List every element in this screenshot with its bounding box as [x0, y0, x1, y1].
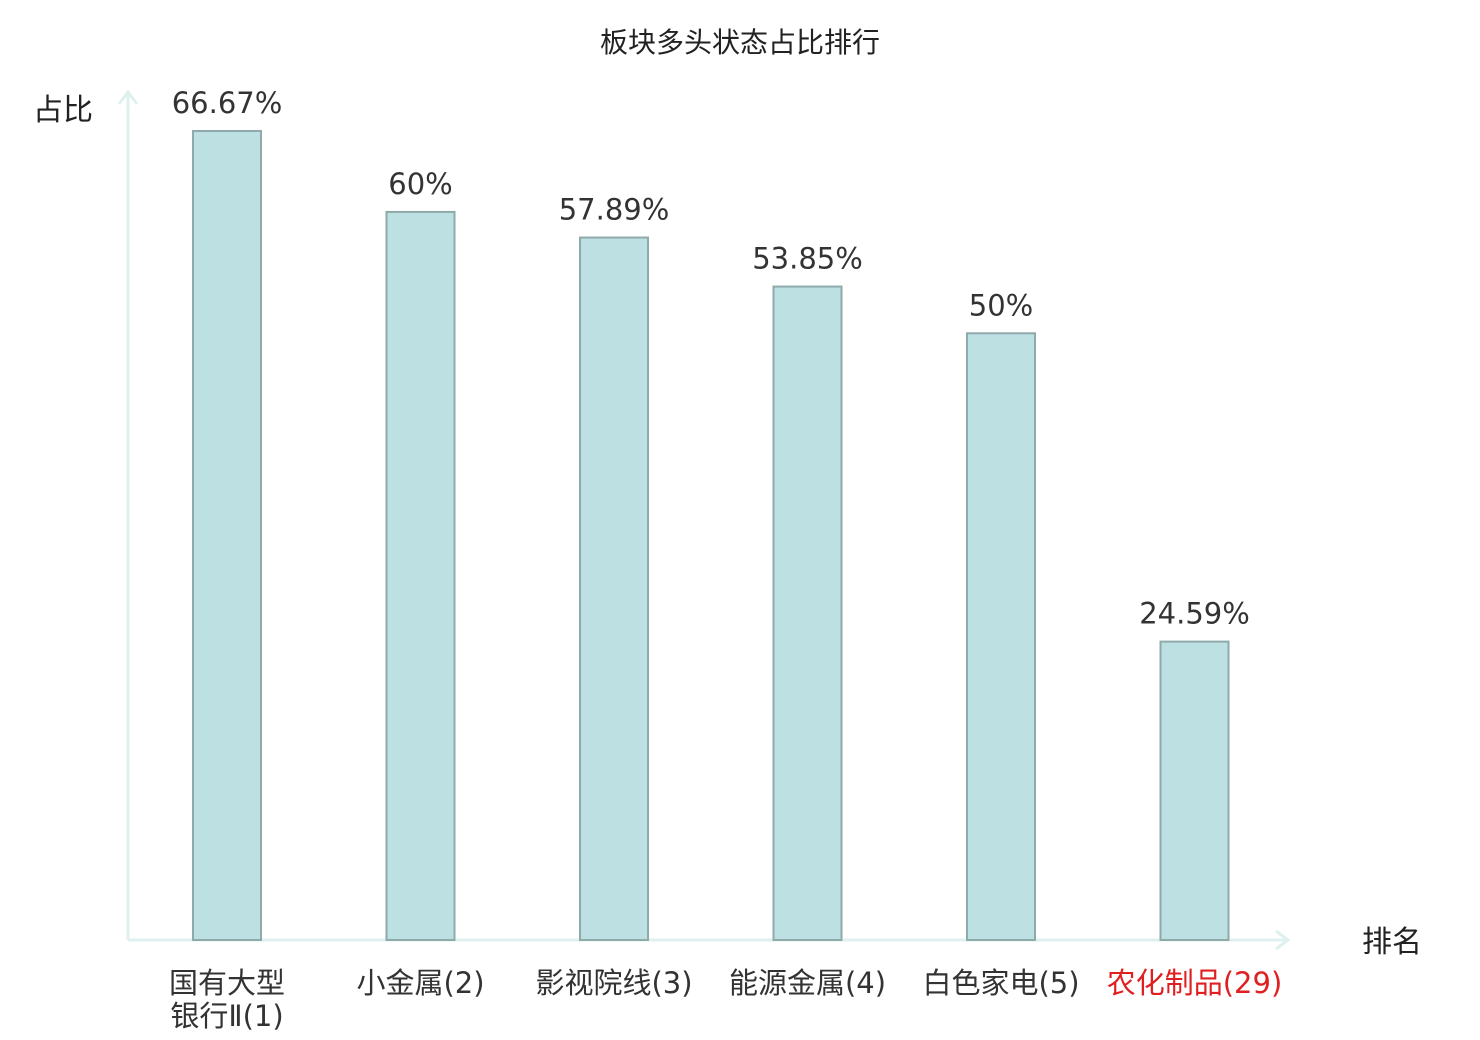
bar — [1159, 640, 1230, 942]
bar — [192, 130, 262, 941]
bar-value-label: 66.67% — [172, 86, 283, 120]
bar — [772, 285, 843, 941]
x-tick-label: 能源金属(4) — [729, 966, 886, 1000]
bar-value-label: 24.59% — [1139, 597, 1250, 631]
x-axis-arrow — [1275, 929, 1291, 951]
y-axis-label: 占比 — [33, 93, 93, 128]
bar — [385, 210, 456, 941]
x-tick-label: 影视院线(3) — [535, 966, 692, 1000]
bar — [579, 236, 649, 941]
bar-value-label: 53.85% — [752, 242, 863, 276]
axes — [117, 89, 1291, 951]
x-tick-label: 国有大型 — [169, 966, 285, 1000]
value-labels-group: 66.67% 60% 57.89% 53.85% 50% 24.59% — [172, 86, 1250, 631]
x-axis-label: 排名 — [1362, 925, 1422, 960]
y-axis-arrow — [117, 89, 139, 105]
x-tick-label-highlight: 农化制品(29) — [1107, 966, 1283, 1000]
x-tick-label: 白色家电(5) — [922, 966, 1079, 1000]
x-tick-label: 小金属(2) — [356, 966, 484, 1000]
bar-value-label: 60% — [388, 167, 452, 201]
x-tick-label: 银行Ⅱ(1) — [170, 999, 283, 1033]
bar — [966, 332, 1036, 941]
chart-title: 板块多头状态占比排行 — [600, 26, 880, 59]
bar-value-label: 50% — [969, 288, 1033, 322]
bars-group — [192, 130, 1230, 942]
bar-value-label: 57.89% — [559, 193, 670, 227]
